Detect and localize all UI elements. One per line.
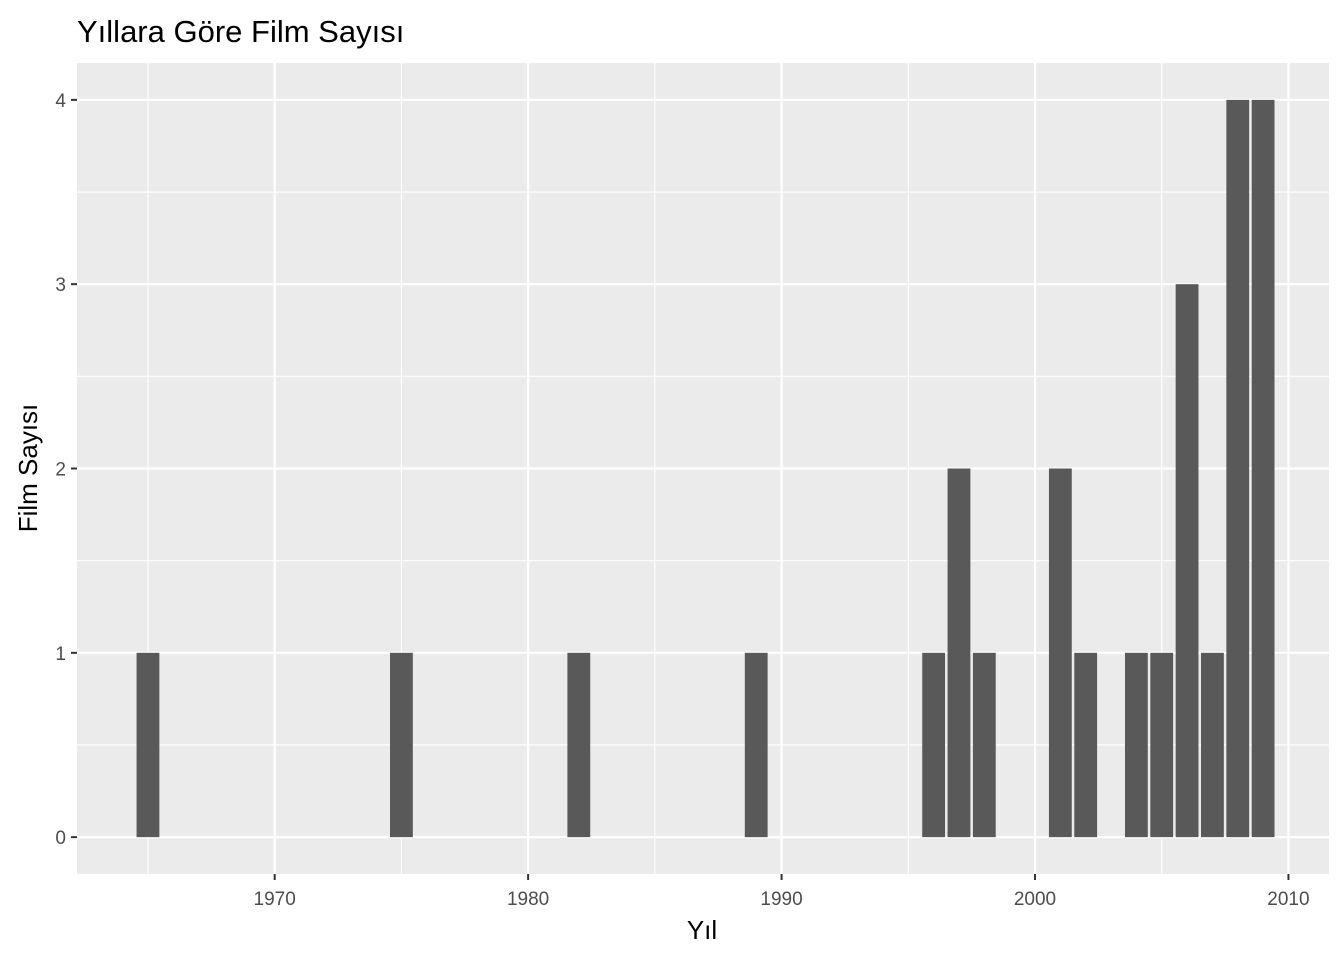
bar-1965 <box>136 652 160 838</box>
x-axis: 1970 1980 1990 2000 2010 <box>254 874 1310 910</box>
x-axis-title: Yıl <box>687 915 717 945</box>
y-tick-label: 1 <box>55 644 66 665</box>
bar-2009 <box>1251 99 1275 838</box>
y-tick-label: 3 <box>55 275 66 296</box>
bar-2001 <box>1048 468 1072 838</box>
bar-2006 <box>1175 284 1199 838</box>
x-tick-label: 1980 <box>507 889 549 910</box>
bar-1996 <box>922 652 946 838</box>
x-tick-label: 2010 <box>1267 889 1309 910</box>
bar-1997 <box>947 468 971 838</box>
bar-2008 <box>1226 99 1250 838</box>
bar-2002 <box>1074 652 1098 838</box>
bar-2004 <box>1124 652 1148 838</box>
x-tick-label: 2000 <box>1014 889 1056 910</box>
bar-1989 <box>744 652 768 838</box>
x-tick-label: 1970 <box>254 889 296 910</box>
y-axis: 0 1 2 3 4 <box>55 91 77 849</box>
x-tick-label: 1990 <box>760 889 802 910</box>
chart-title: Yıllara Göre Film Sayısı <box>77 14 404 49</box>
bar-2005 <box>1150 652 1174 838</box>
bar-1975 <box>390 652 413 838</box>
y-tick-label: 0 <box>55 828 66 849</box>
major-gridlines <box>77 63 1329 874</box>
bars <box>136 99 1275 838</box>
y-tick-label: 2 <box>55 460 66 481</box>
bar-2007 <box>1201 652 1224 838</box>
y-axis-title: Film Sayısı <box>13 404 43 533</box>
bar-1998 <box>972 652 996 838</box>
y-tick-label: 4 <box>55 91 66 112</box>
bar-1982 <box>567 652 591 838</box>
